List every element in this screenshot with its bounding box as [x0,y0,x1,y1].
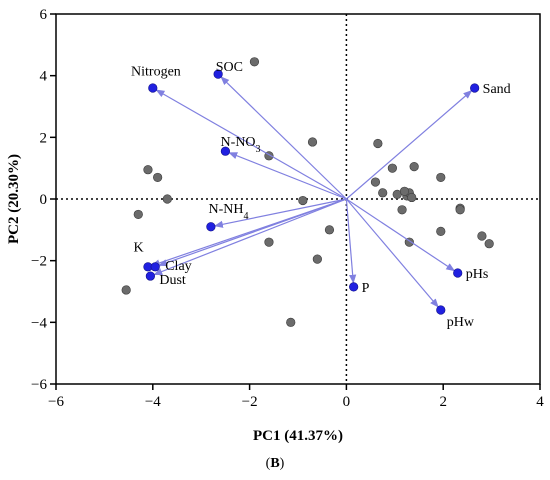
y-tick-label: 6 [40,7,48,23]
score-point [409,162,419,172]
score-point [397,205,407,215]
score-point [378,188,388,198]
score-point [399,186,410,196]
x-axis-title: PC1 (41.37%) [253,428,343,444]
loading-point [150,262,160,272]
loading-point [213,69,223,79]
loading-arrow [220,76,347,200]
loading-label: SOC [216,60,243,75]
score-point [162,194,172,204]
loading-label: P [362,281,370,296]
loading-arrows [150,76,473,308]
loading-arrow [346,198,456,272]
loading-points [143,69,480,315]
score-point [455,205,465,215]
score-point [484,239,494,249]
loading-label: Sand [483,82,511,97]
loading-point [349,282,359,292]
loading-label: pHw [447,315,475,330]
loading-arrow [346,90,473,200]
y-tick-label: −6 [31,377,47,393]
x-tick-label: −4 [145,394,161,410]
score-point [264,237,274,247]
loading-arrow [345,198,357,284]
panel-label: (B) [265,456,285,471]
score-point [249,57,260,67]
loading-point [453,268,463,278]
score-point [312,254,322,264]
loading-point [436,305,446,315]
score-point [143,165,153,175]
pca-biplot: −6 −4 −2 0 2 4 −6 −4 −2 0 2 4 6 SOC Nitrogen Sand N-NO3… [6,7,544,444]
y-axis-title: PC2 (20.30%) [6,154,22,244]
score-point [373,138,383,149]
score-point [307,137,318,147]
score-point [436,172,446,183]
loading-point [470,83,480,93]
loading-label: N-NH4 [208,202,248,222]
loading-arrow [345,198,439,308]
loading-arrow [228,152,347,200]
score-point [370,177,381,187]
x-tick-label: −6 [48,394,64,410]
y-tick-label: −4 [31,315,47,331]
loading-point [206,222,216,232]
axis-tick-labels: −6 −4 −2 0 2 4 −6 −4 −2 0 2 4 6 [31,7,544,410]
x-tick-label: 2 [439,394,447,410]
loading-label: Nitrogen [131,65,181,80]
score-point [121,285,131,295]
loading-label: Dust [159,273,186,288]
loading-label: Clay [165,259,191,274]
score-point [286,317,296,327]
loading-label: K [133,240,143,255]
y-tick-label: 0 [40,192,48,208]
x-tick-label: 4 [536,394,544,410]
y-tick-label: 4 [40,69,48,85]
score-point [387,163,397,173]
loading-arrow [155,89,347,200]
score-point [324,225,335,235]
y-tick-label: 2 [40,130,48,146]
score-point [298,195,308,206]
loading-arrow [158,198,347,267]
score-point [407,192,417,203]
loading-arrow [153,198,347,276]
loading-point [145,271,155,281]
loading-label: pHs [466,267,489,282]
score-point [133,209,143,220]
loading-label: N-NO3 [221,135,261,155]
loading-point [148,83,158,93]
x-tick-label: 0 [343,394,351,410]
y-tick-label: −2 [31,254,47,270]
loading-point [220,146,230,156]
score-point [477,231,487,241]
loading-arrow [213,198,347,228]
score-point [436,226,446,236]
axis-ticks [50,13,541,390]
x-tick-label: −2 [242,394,258,410]
score-point [153,172,163,183]
